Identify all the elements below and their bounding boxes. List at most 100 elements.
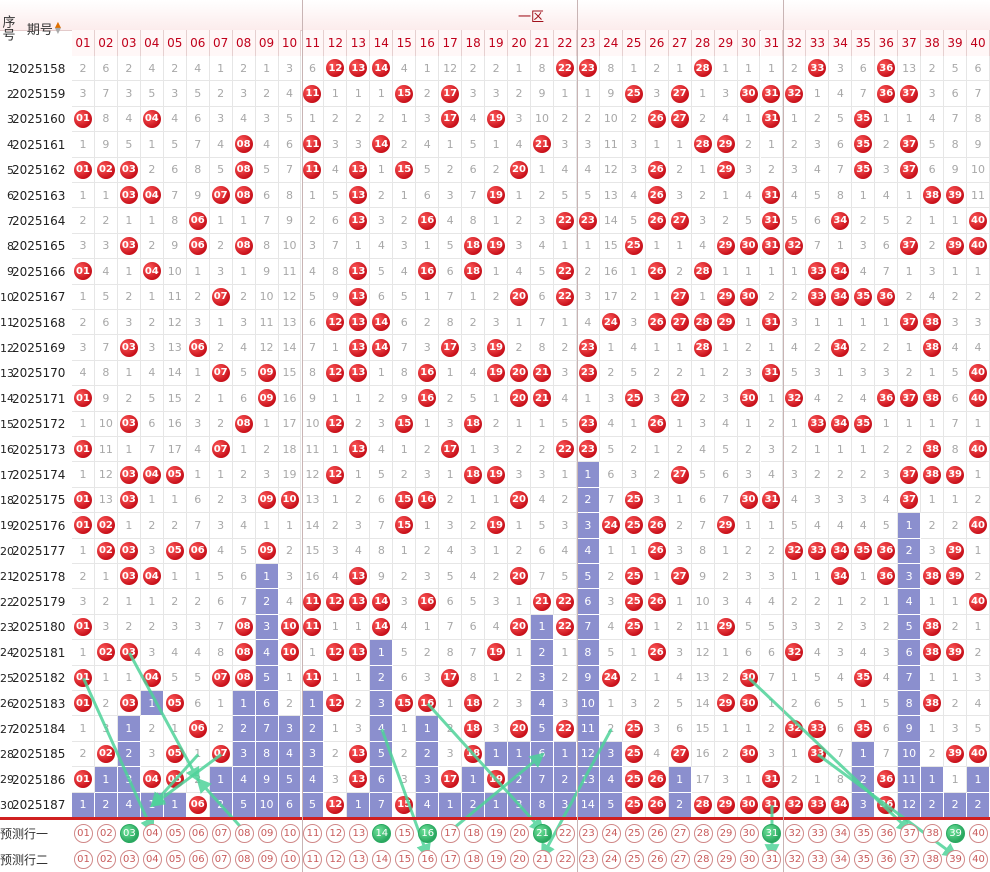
prediction-slot[interactable]: 17: [439, 820, 462, 846]
miss-count-cell: 4: [370, 437, 394, 463]
prediction-slot[interactable]: 06: [187, 820, 210, 846]
prediction-slot[interactable]: 30: [738, 846, 761, 872]
prediction-slot[interactable]: 39: [944, 820, 967, 846]
prediction-slot[interactable]: 15: [393, 846, 416, 872]
prediction-slot[interactable]: 32: [783, 846, 806, 872]
prediction-slot[interactable]: 25: [623, 846, 646, 872]
prediction-slot[interactable]: 16: [416, 820, 439, 846]
prediction-slot[interactable]: 35: [852, 820, 875, 846]
prediction-slot[interactable]: 23: [577, 820, 600, 846]
prediction-slot[interactable]: 34: [829, 820, 852, 846]
miss-count-cell: 4: [806, 157, 830, 183]
prediction-slot[interactable]: 36: [875, 846, 898, 872]
prediction-slot[interactable]: 12: [324, 820, 347, 846]
prediction-slot[interactable]: 33: [806, 846, 829, 872]
sort-arrows-icon[interactable]: ▲ ▼: [54, 20, 62, 35]
prediction-slot[interactable]: 37: [898, 820, 921, 846]
prediction-slot[interactable]: 06: [187, 846, 210, 872]
prediction-slot[interactable]: 19: [485, 820, 508, 846]
prediction-slot[interactable]: 10: [279, 820, 302, 846]
red-ball-icon: 37: [900, 465, 919, 484]
prediction-slot[interactable]: 17: [439, 846, 462, 872]
prediction-slot[interactable]: 16: [416, 846, 439, 872]
prediction-slot[interactable]: 05: [164, 846, 187, 872]
prediction-slot[interactable]: 28: [692, 820, 715, 846]
prediction-slot[interactable]: 10: [279, 846, 302, 872]
prediction-slot[interactable]: 18: [462, 846, 485, 872]
prediction-slot[interactable]: 26: [646, 846, 669, 872]
prediction-slot[interactable]: 09: [256, 820, 279, 846]
prediction-slot[interactable]: 13: [347, 820, 370, 846]
prediction-slot[interactable]: 09: [256, 846, 279, 872]
drawn-number-cell: 26: [645, 208, 669, 234]
prediction-slot[interactable]: 11: [302, 820, 325, 846]
prediction-slot[interactable]: 20: [508, 846, 531, 872]
prediction-slot[interactable]: 19: [485, 846, 508, 872]
drawn-number-cell: 23: [576, 335, 600, 361]
prediction-slot[interactable]: 25: [623, 820, 646, 846]
prediction-slot[interactable]: 07: [210, 820, 233, 846]
prediction-slot[interactable]: 08: [233, 820, 256, 846]
prediction-slot[interactable]: 23: [577, 846, 600, 872]
miss-count-cell: 4: [691, 233, 715, 260]
prediction-slot[interactable]: 34: [829, 846, 852, 872]
prediction-slot[interactable]: 21: [531, 846, 554, 872]
prediction-slot[interactable]: 08: [233, 846, 256, 872]
prediction-slot[interactable]: 24: [600, 846, 623, 872]
prediction-slot[interactable]: 22: [554, 820, 577, 846]
drawn-number-cell: 03: [117, 157, 141, 183]
prediction-slot[interactable]: 27: [669, 820, 692, 846]
streak-bar-cell: 3: [531, 665, 554, 691]
prediction-slot[interactable]: 31: [761, 846, 784, 872]
prediction-slot[interactable]: 04: [141, 820, 164, 846]
prediction-slot[interactable]: 21: [531, 820, 554, 846]
prediction-slot[interactable]: 02: [95, 846, 118, 872]
prediction-slot[interactable]: 40: [967, 846, 990, 872]
prediction-slot[interactable]: 13: [347, 846, 370, 872]
prediction-slot[interactable]: 38: [921, 846, 944, 872]
period-header[interactable]: 期号 ▲ ▼: [16, 0, 72, 56]
prediction-slot[interactable]: 24: [600, 820, 623, 846]
prediction-slot[interactable]: 14: [370, 820, 393, 846]
prediction-slot[interactable]: 40: [967, 820, 990, 846]
miss-count-cell: 18: [278, 437, 302, 463]
prediction-slot[interactable]: 27: [669, 846, 692, 872]
prediction-slot[interactable]: 26: [646, 820, 669, 846]
drawn-number-cell: 20: [508, 157, 531, 183]
miss-count-cell: 4: [186, 640, 210, 666]
prediction-slot[interactable]: 20: [508, 820, 531, 846]
prediction-slot[interactable]: 15: [393, 820, 416, 846]
prediction-slot[interactable]: 02: [95, 820, 118, 846]
prediction-circle-icon: 24: [601, 849, 621, 869]
prediction-slot[interactable]: 04: [141, 846, 164, 872]
prediction-slot[interactable]: 38: [921, 820, 944, 846]
prediction-slot[interactable]: 03: [118, 820, 141, 846]
prediction-slot[interactable]: 07: [210, 846, 233, 872]
prediction-slot[interactable]: 30: [738, 820, 761, 846]
prediction-slot[interactable]: 37: [898, 846, 921, 872]
prediction-slot[interactable]: 29: [715, 820, 738, 846]
prediction-slot[interactable]: 28: [692, 846, 715, 872]
prediction-slot[interactable]: 36: [875, 820, 898, 846]
prediction-slot[interactable]: 05: [164, 820, 187, 846]
prediction-slot[interactable]: 33: [806, 820, 829, 846]
prediction-slot[interactable]: 01: [72, 820, 95, 846]
miss-count-cell: 3: [622, 132, 646, 158]
prediction-slot[interactable]: 01: [72, 846, 95, 872]
streak-bar-cell: 2: [255, 589, 279, 615]
row-period: 2025170: [12, 366, 66, 381]
prediction-slot[interactable]: 32: [783, 820, 806, 846]
miss-count-cell: 9: [599, 81, 623, 107]
miss-count-cell: 3: [370, 411, 394, 437]
prediction-slot[interactable]: 22: [554, 846, 577, 872]
prediction-slot[interactable]: 14: [370, 846, 393, 872]
prediction-slot[interactable]: 35: [852, 846, 875, 872]
prediction-slot[interactable]: 31: [761, 820, 784, 846]
prediction-slot[interactable]: 18: [462, 820, 485, 846]
prediction-slot[interactable]: 39: [944, 846, 967, 872]
prediction-slot[interactable]: 11: [302, 846, 325, 872]
prediction-slot[interactable]: 03: [118, 846, 141, 872]
prediction-slot[interactable]: 12: [324, 846, 347, 872]
miss-count-cell: 5: [714, 437, 738, 463]
prediction-slot[interactable]: 29: [715, 846, 738, 872]
